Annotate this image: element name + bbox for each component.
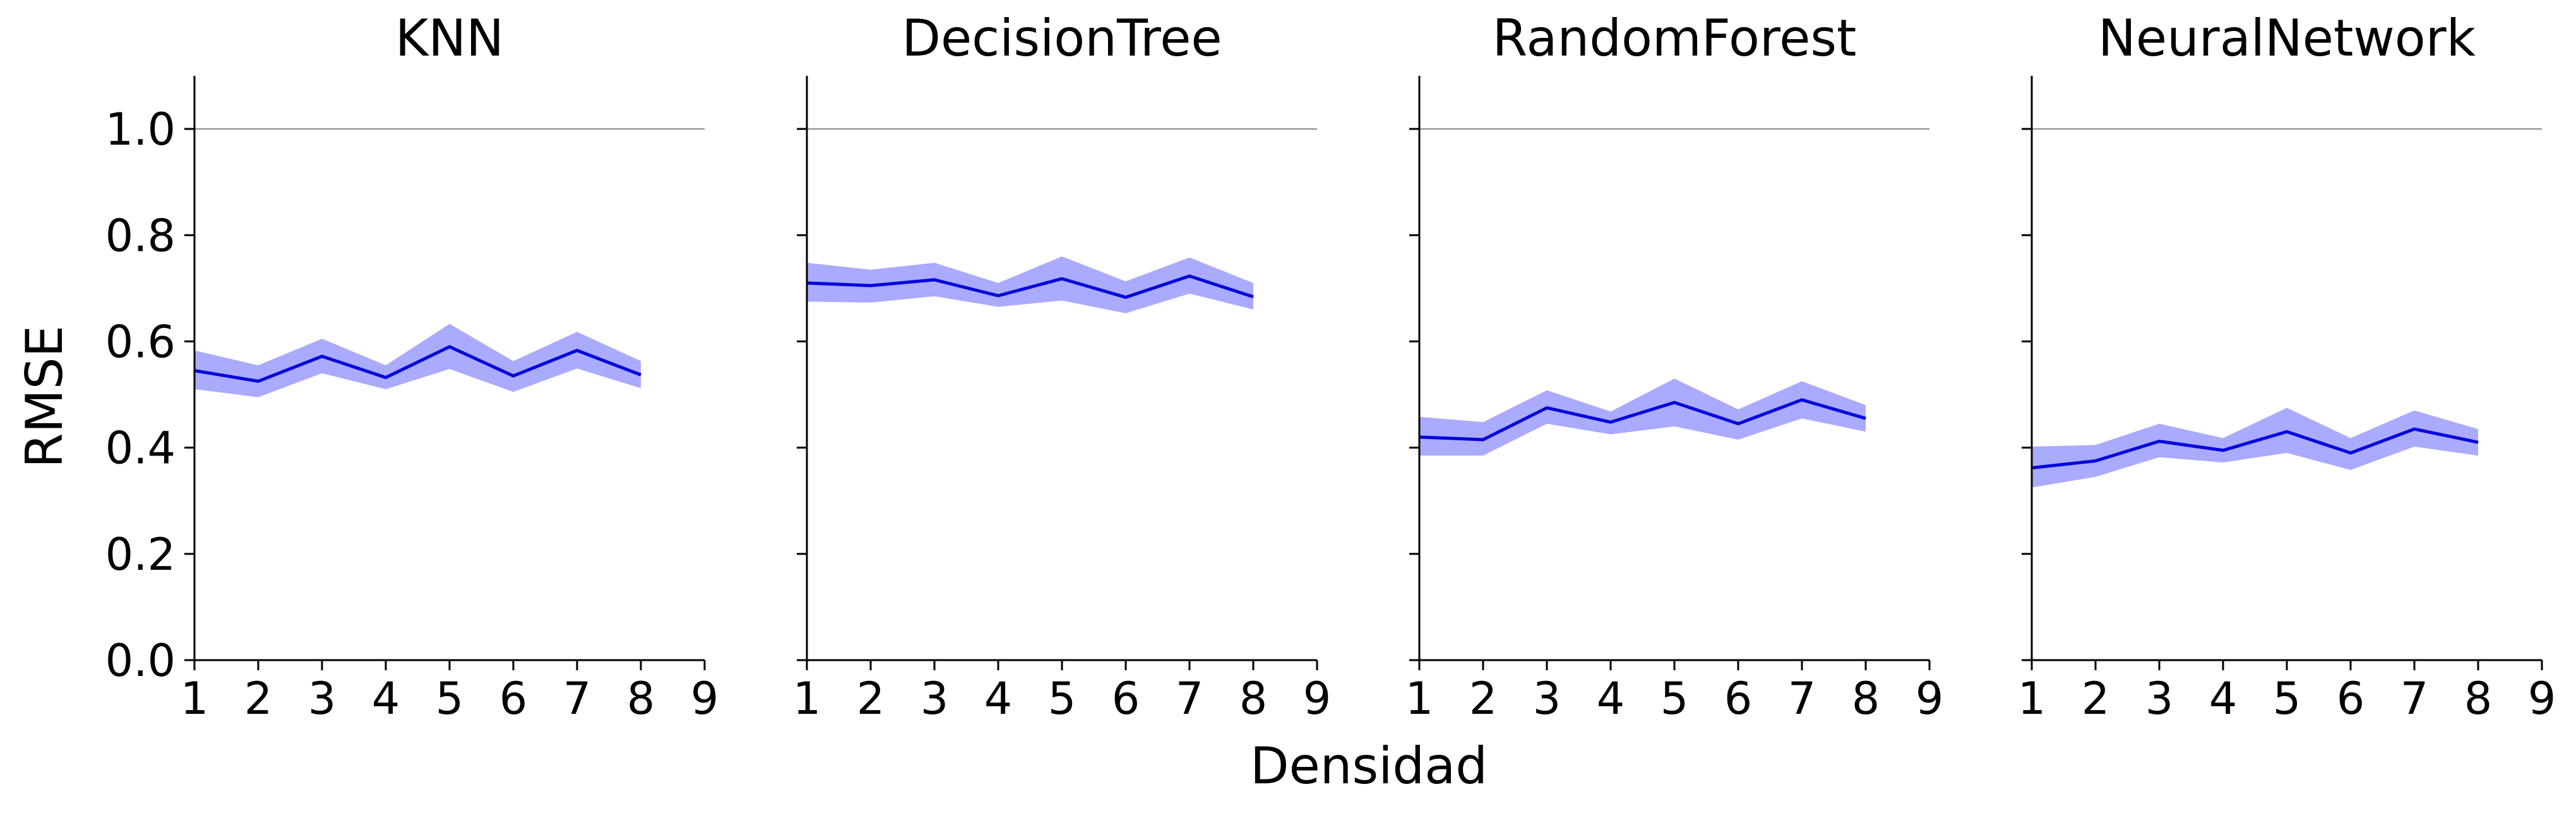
x-tick-label: 1 (1405, 673, 1434, 725)
panel-title: KNN (395, 9, 504, 68)
y-tick-label: 0.2 (105, 529, 176, 581)
x-tick-label: 1 (793, 673, 821, 725)
x-tick-label: 3 (921, 673, 949, 725)
x-tick-label: 5 (436, 673, 464, 725)
x-tick-label: 9 (2528, 673, 2556, 725)
series-line (806, 274, 1254, 299)
x-tick-label: 5 (2273, 673, 2301, 725)
x-tick-label: 8 (1852, 673, 1880, 725)
panel-neuralnetwork: 1 2 3 4 5 6 7 8 9 NeuralNetwork (2018, 9, 2556, 725)
x-tick-label: 4 (2209, 673, 2238, 725)
y-axis-label: RMSE (15, 325, 74, 468)
x-tick-label: 6 (499, 673, 528, 725)
panel-title: NeuralNetwork (2098, 9, 2476, 68)
x-tick-label: 8 (2464, 673, 2493, 725)
confidence-band (1419, 378, 1866, 456)
panel-decisiontree: 1 2 3 4 5 6 7 8 9 DecisionTree (793, 9, 1332, 725)
x-tick-label: 3 (308, 673, 337, 725)
x-tick-label: 7 (2400, 673, 2429, 725)
x-tick-label: 2 (2082, 673, 2110, 725)
x-tick-label: 6 (2337, 673, 2365, 725)
confidence-band (2032, 407, 2478, 488)
x-tick-label: 6 (1724, 673, 1753, 725)
x-tick-label: 3 (1533, 673, 1561, 725)
y-tick-label: 0.8 (105, 210, 176, 262)
y-tick-label: 0.0 (105, 635, 176, 687)
confidence-band (807, 256, 1253, 313)
x-tick-label: 5 (1661, 673, 1689, 725)
x-tick-label: 9 (1916, 673, 1944, 725)
x-tick-label: 4 (984, 673, 1013, 725)
x-tick-label: 5 (1048, 673, 1076, 725)
x-tick-label: 1 (2018, 673, 2046, 725)
x-tick-label: 9 (691, 673, 719, 725)
x-tick-label: 8 (627, 673, 655, 725)
series-line (194, 345, 641, 383)
panel-title: DecisionTree (902, 9, 1222, 68)
x-tick-label: 2 (857, 673, 885, 725)
x-tick-label: 2 (244, 673, 273, 725)
x-tick-label: 3 (2145, 673, 2174, 725)
x-axis-label: Densidad (1250, 737, 1488, 795)
panel-randomforest: 1 2 3 4 5 6 7 8 9 RandomForest (1405, 9, 1944, 725)
y-tick-label: 1.0 (105, 104, 176, 155)
x-tick-label: 7 (1176, 673, 1204, 725)
x-tick-label: 2 (1469, 673, 1498, 725)
y-tick-label: 0.4 (105, 423, 176, 474)
x-tick-label: 7 (563, 673, 592, 725)
x-tick-label: 1 (181, 673, 209, 725)
panel-knn: 1 2 3 4 5 6 7 8 9 0.0 0.2 0.4 0.6 0.8 1.0 KNN (105, 9, 719, 725)
x-tick-label: 4 (1597, 673, 1625, 725)
x-tick-label: 6 (1112, 673, 1140, 725)
panel-title: RandomForest (1493, 9, 1857, 68)
series-line (1419, 398, 1866, 442)
y-tick-label: 0.6 (105, 316, 176, 368)
x-tick-label: 9 (1303, 673, 1332, 725)
x-tick-label: 7 (1788, 673, 1816, 725)
x-tick-label: 8 (1239, 673, 1268, 725)
x-tick-label: 4 (372, 673, 400, 725)
series-line (2031, 427, 2479, 470)
